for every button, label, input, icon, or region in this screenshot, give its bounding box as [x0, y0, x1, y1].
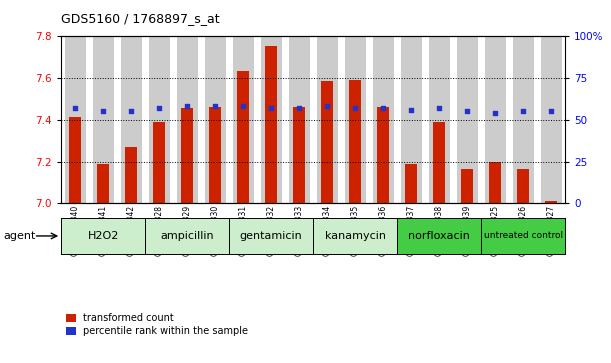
Point	[182, 103, 192, 109]
Bar	[316, 36, 338, 203]
Point	[126, 109, 136, 114]
Bar	[210, 107, 221, 203]
Point	[434, 105, 444, 111]
Bar	[69, 117, 81, 203]
Bar	[125, 147, 137, 203]
Bar	[321, 81, 333, 203]
Bar	[405, 164, 417, 203]
Bar	[148, 36, 170, 203]
Bar	[97, 164, 109, 203]
Text: kanamycin: kanamycin	[324, 231, 386, 241]
Bar	[518, 169, 529, 203]
Point	[210, 103, 220, 109]
Text: norfloxacin: norfloxacin	[408, 231, 470, 241]
Bar	[349, 80, 361, 203]
Bar	[205, 36, 225, 203]
Point	[266, 105, 276, 111]
Text: H2O2: H2O2	[87, 231, 119, 241]
Text: gentamicin: gentamicin	[240, 231, 302, 241]
Point	[518, 109, 528, 114]
Point	[546, 109, 556, 114]
Bar	[378, 107, 389, 203]
Bar	[433, 122, 445, 203]
Bar	[153, 122, 165, 203]
Point	[238, 103, 248, 109]
Bar	[237, 71, 249, 203]
Bar	[261, 36, 282, 203]
Point	[154, 105, 164, 111]
Bar	[373, 36, 393, 203]
Point	[406, 107, 416, 113]
Bar	[401, 36, 422, 203]
Bar	[546, 201, 557, 203]
Point	[322, 103, 332, 109]
Point	[490, 110, 500, 116]
Bar	[345, 36, 365, 203]
Text: untreated control: untreated control	[483, 232, 563, 240]
Text: agent: agent	[3, 231, 35, 241]
Point	[98, 109, 108, 114]
Bar	[288, 36, 310, 203]
Bar	[489, 162, 501, 203]
Bar	[265, 46, 277, 203]
Bar	[429, 36, 450, 203]
Bar	[541, 36, 562, 203]
Bar	[513, 36, 533, 203]
Point	[378, 105, 388, 111]
Point	[70, 105, 80, 111]
Text: GDS5160 / 1768897_s_at: GDS5160 / 1768897_s_at	[61, 12, 220, 25]
Legend: transformed count, percentile rank within the sample: transformed count, percentile rank withi…	[66, 313, 249, 337]
Bar	[233, 36, 254, 203]
Bar	[485, 36, 506, 203]
Bar	[93, 36, 114, 203]
Point	[295, 105, 304, 111]
Bar	[181, 108, 193, 203]
Point	[350, 105, 360, 111]
Bar	[120, 36, 142, 203]
Bar	[177, 36, 197, 203]
Text: ampicillin: ampicillin	[160, 231, 214, 241]
Bar	[461, 169, 473, 203]
Bar	[456, 36, 478, 203]
Point	[463, 109, 472, 114]
Bar	[293, 107, 305, 203]
Bar	[65, 36, 86, 203]
